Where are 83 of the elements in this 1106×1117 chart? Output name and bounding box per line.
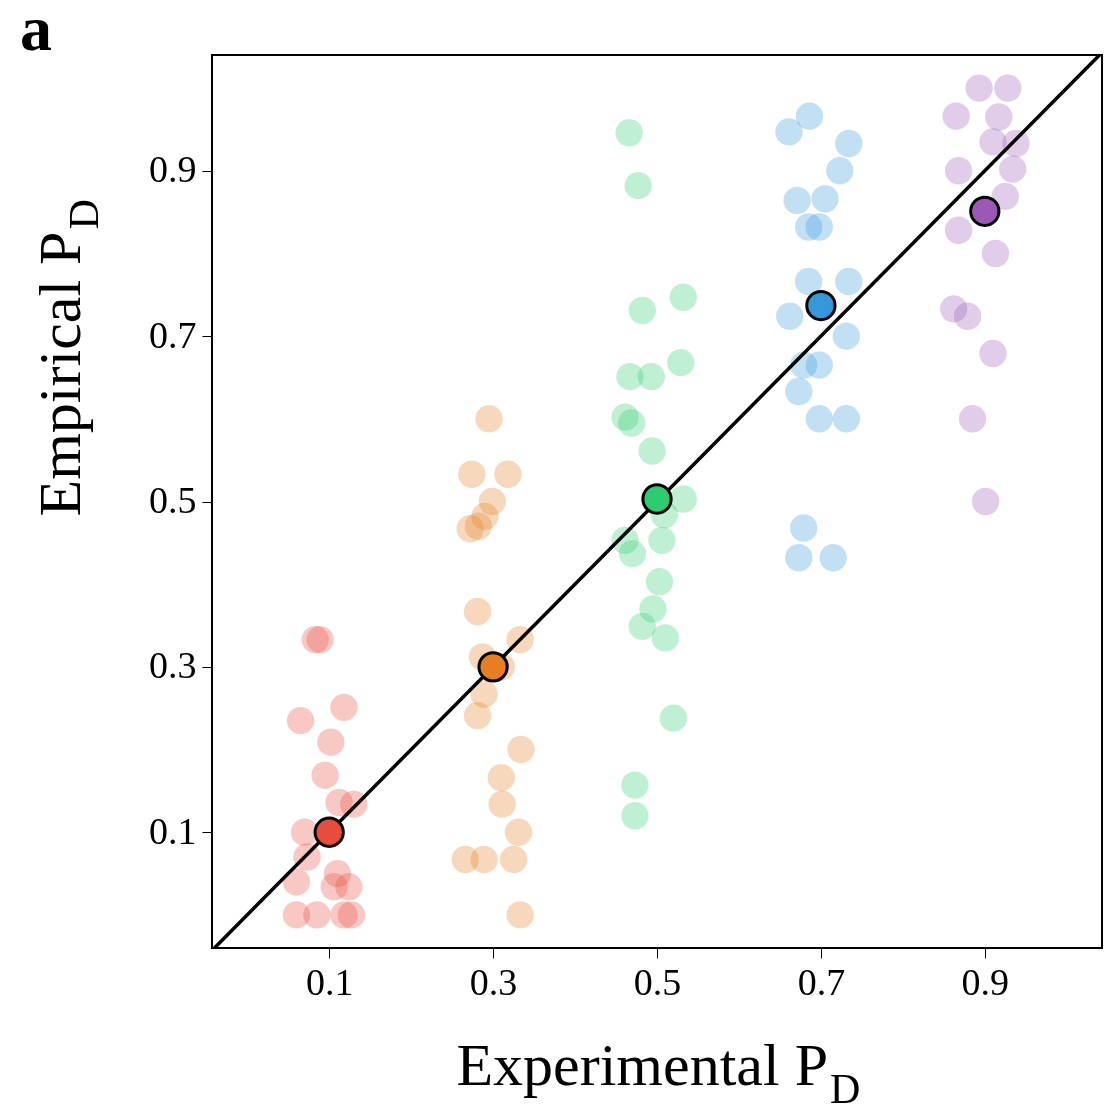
point	[832, 322, 860, 350]
point	[819, 544, 847, 572]
point	[337, 901, 366, 929]
point	[651, 624, 679, 652]
point	[330, 693, 358, 722]
point	[811, 185, 839, 213]
point	[958, 405, 987, 433]
point	[638, 437, 666, 465]
point	[776, 302, 804, 330]
point	[775, 118, 803, 146]
point	[499, 845, 528, 874]
x-tick-label: 0.9	[961, 960, 1010, 1003]
point	[456, 515, 484, 543]
point	[805, 405, 833, 433]
x-tick-label: 0.7	[797, 960, 846, 1003]
point	[504, 818, 533, 846]
point	[617, 409, 646, 437]
x-tick-label: 0.5	[633, 960, 682, 1003]
point	[669, 485, 697, 513]
point	[463, 701, 492, 730]
point	[463, 597, 492, 626]
point	[488, 790, 516, 818]
point	[487, 764, 515, 792]
point	[645, 568, 674, 596]
y-axis-title: Empirical PD	[27, 199, 107, 517]
point	[458, 460, 486, 488]
point	[621, 802, 649, 830]
chart-title: a	[20, 0, 52, 64]
point	[835, 267, 863, 296]
point	[618, 539, 647, 568]
point	[965, 74, 993, 102]
point	[790, 514, 818, 542]
point	[669, 283, 697, 311]
point	[335, 873, 363, 901]
point	[785, 544, 813, 572]
point	[981, 239, 1010, 268]
point	[944, 157, 973, 185]
point	[942, 102, 970, 130]
point	[991, 182, 1019, 211]
point	[628, 612, 656, 641]
point	[985, 103, 1013, 131]
point	[306, 625, 334, 654]
point	[507, 735, 535, 764]
point	[979, 128, 1007, 156]
point	[826, 157, 854, 185]
point	[659, 704, 688, 732]
point	[621, 771, 649, 799]
point	[470, 845, 498, 874]
point	[475, 405, 503, 433]
x-tick-label: 0.1	[305, 960, 354, 1003]
point	[286, 706, 315, 735]
point	[944, 216, 973, 244]
point	[648, 526, 676, 555]
point	[805, 213, 833, 241]
y-tick-label: 0.1	[149, 809, 197, 852]
point	[998, 155, 1027, 183]
point	[628, 296, 656, 325]
point	[624, 171, 652, 200]
point	[303, 901, 331, 929]
point	[953, 302, 982, 330]
point	[667, 348, 695, 377]
point	[832, 405, 860, 433]
y-tick-label: 0.5	[149, 479, 197, 521]
point	[637, 362, 665, 391]
point	[794, 267, 823, 296]
point	[615, 119, 643, 147]
x-tick-label: 0.3	[469, 960, 518, 1003]
point	[506, 901, 534, 929]
y-tick-label: 0.9	[149, 148, 197, 191]
point	[994, 74, 1022, 102]
point	[835, 129, 863, 158]
point	[494, 460, 522, 488]
y-tick-label: 0.7	[149, 313, 197, 356]
point	[783, 186, 811, 215]
point	[979, 339, 1007, 368]
y-tick-label: 0.3	[149, 644, 197, 687]
point	[317, 728, 345, 756]
point	[971, 487, 1000, 516]
point	[311, 761, 339, 789]
point	[282, 868, 311, 896]
point	[805, 351, 833, 379]
point	[795, 102, 824, 130]
point	[785, 377, 813, 406]
